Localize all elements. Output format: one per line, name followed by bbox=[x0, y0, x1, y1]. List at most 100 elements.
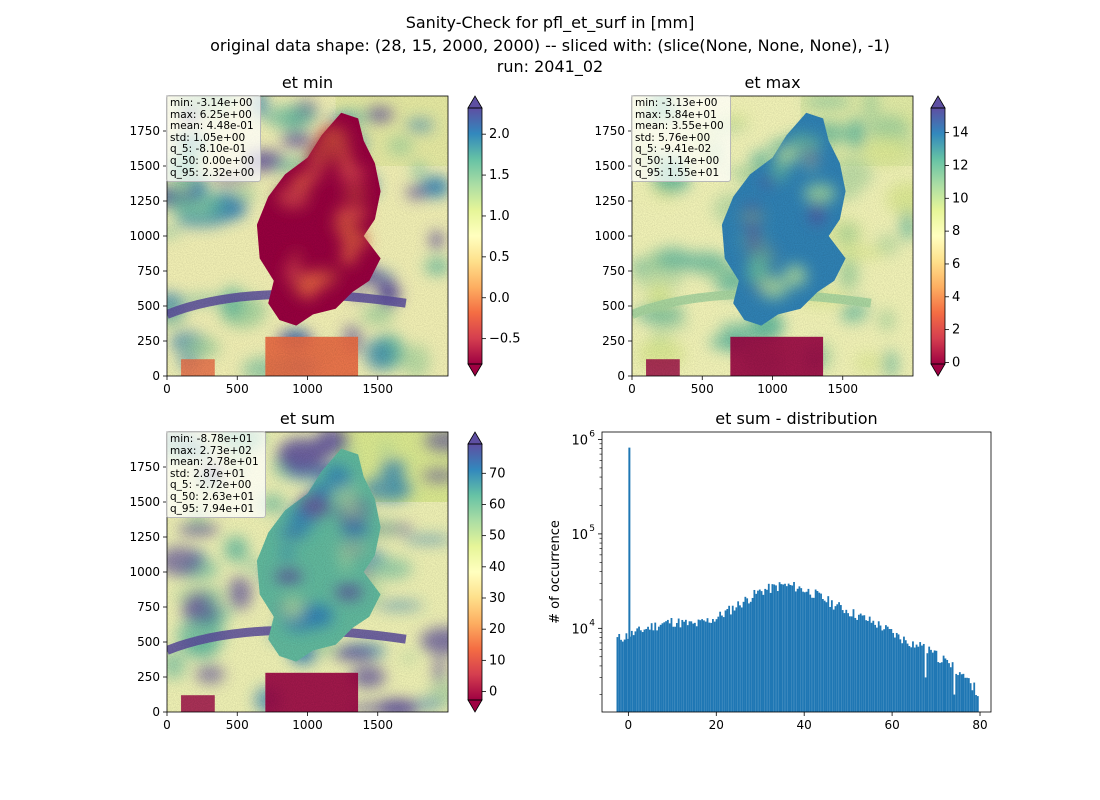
histogram-bar bbox=[791, 585, 794, 712]
colorbar-extend-min bbox=[930, 363, 946, 377]
histogram-bar bbox=[648, 629, 651, 712]
histogram-bar bbox=[656, 630, 658, 712]
histogram-bar bbox=[665, 621, 667, 712]
histogram-bar bbox=[753, 589, 756, 712]
y-tick-label: 750 bbox=[137, 600, 160, 614]
y-tick-label: 0 bbox=[152, 369, 160, 383]
histogram-bar bbox=[757, 590, 759, 712]
histogram-bar bbox=[841, 610, 844, 712]
histogram-bar bbox=[755, 593, 758, 712]
histogram-bar bbox=[618, 633, 621, 712]
colorbar-tick-label: 0.5 bbox=[489, 250, 510, 265]
stat-line: mean: 4.48e-01 bbox=[170, 120, 254, 133]
colorbar-et-sum: 0 10 20 30 40 50 60 70 bbox=[467, 431, 506, 713]
histogram-bar bbox=[690, 621, 693, 712]
histogram-bar bbox=[919, 642, 922, 712]
colorbar-extend-max bbox=[467, 431, 483, 445]
y-tick-label: 1500 bbox=[129, 495, 160, 509]
histogram-zero-spike bbox=[628, 447, 631, 712]
colorbar-tick-label: 6 bbox=[952, 257, 960, 272]
x-tick-label: 1000 bbox=[292, 718, 323, 732]
colorbar-frame bbox=[467, 443, 483, 701]
stat-line: q_5: -2.72e+00 bbox=[170, 479, 252, 492]
stat-line: max: 5.84e+01 bbox=[635, 108, 717, 121]
histogram-bar bbox=[621, 641, 624, 712]
histogram-bar bbox=[787, 583, 790, 712]
histogram-bar bbox=[879, 625, 882, 712]
histogram-bar bbox=[654, 622, 657, 712]
stat-line: std: 1.05e+00 bbox=[170, 131, 246, 144]
x-tick-label: 80 bbox=[972, 718, 987, 732]
histogram-bar bbox=[627, 638, 630, 712]
histogram-bar bbox=[762, 594, 765, 712]
histogram-bar bbox=[816, 591, 819, 712]
y-tick-label: 1250 bbox=[129, 530, 160, 544]
histogram-bar bbox=[789, 585, 792, 712]
y-tick-label: 1500 bbox=[129, 159, 160, 173]
histogram-bar bbox=[809, 594, 812, 712]
histogram-bar bbox=[740, 607, 743, 712]
histogram-bar bbox=[735, 607, 738, 712]
histogram-bar bbox=[969, 683, 972, 712]
histogram-bar bbox=[634, 631, 637, 712]
colorbar-extend-max bbox=[930, 95, 946, 109]
colorbar-tick-label: 2.0 bbox=[489, 127, 510, 142]
colorbar-extend-min bbox=[467, 363, 483, 377]
histogram-bar bbox=[955, 673, 958, 712]
histogram-bar bbox=[917, 646, 920, 712]
histogram-bar bbox=[639, 630, 642, 712]
histogram-bar bbox=[942, 655, 945, 712]
histogram-bar bbox=[975, 695, 977, 712]
histogram-bar bbox=[807, 588, 810, 712]
histogram-bar bbox=[836, 604, 839, 712]
histogram-bar bbox=[928, 646, 931, 712]
y-tick-label: 0 bbox=[617, 369, 625, 383]
histogram-bar bbox=[643, 629, 646, 712]
histogram-bar bbox=[930, 649, 932, 712]
histogram-bar bbox=[811, 597, 813, 712]
histogram-bar bbox=[701, 619, 704, 712]
histogram-bar bbox=[773, 584, 776, 712]
histogram-bar bbox=[814, 589, 817, 712]
x-tick-label: 1000 bbox=[292, 382, 323, 396]
histogram-bar bbox=[623, 639, 626, 712]
histogram-bar bbox=[848, 616, 851, 712]
histogram-bar bbox=[903, 636, 905, 712]
histogram-bar bbox=[715, 619, 718, 712]
histogram-bar bbox=[647, 626, 649, 712]
histogram-bar bbox=[966, 677, 968, 712]
y-tick-label: 500 bbox=[602, 299, 625, 313]
x-tick-label: 1500 bbox=[827, 382, 858, 396]
histogram-bar bbox=[800, 588, 803, 712]
histogram-bar bbox=[730, 614, 732, 712]
histogram-bar bbox=[782, 584, 785, 712]
histogram-bar bbox=[803, 592, 806, 712]
y-tick-label: 750 bbox=[602, 264, 625, 278]
y-tick-label: 500 bbox=[137, 299, 160, 313]
histogram-bar bbox=[710, 622, 713, 712]
histogram-bar bbox=[645, 628, 648, 712]
y-tick-label: 1250 bbox=[594, 194, 625, 208]
histogram-bar bbox=[818, 592, 821, 712]
histogram-bar bbox=[663, 622, 666, 712]
y-tick-exponent: 4 bbox=[589, 618, 595, 628]
histogram-bar bbox=[776, 591, 779, 712]
histogram-bar bbox=[910, 647, 913, 712]
colorbar-tick-label: 20 bbox=[489, 622, 506, 637]
stat-line: mean: 3.55e+00 bbox=[635, 120, 724, 133]
histogram-bar bbox=[620, 639, 622, 712]
histogram-bar bbox=[766, 589, 768, 712]
histogram-bar bbox=[861, 615, 864, 712]
histogram-bar bbox=[967, 678, 970, 712]
histogram-bar bbox=[922, 643, 925, 712]
histogram-bar bbox=[802, 591, 804, 712]
histogram-bar bbox=[796, 588, 799, 712]
y-tick-label: 750 bbox=[137, 264, 160, 278]
histogram-bar bbox=[739, 605, 741, 712]
stat-line: min: -8.78e+01 bbox=[170, 433, 253, 445]
colorbar-frame bbox=[930, 107, 946, 365]
histogram-bar bbox=[805, 591, 808, 712]
histogram-bar bbox=[870, 622, 873, 712]
histogram-bar bbox=[857, 614, 860, 712]
